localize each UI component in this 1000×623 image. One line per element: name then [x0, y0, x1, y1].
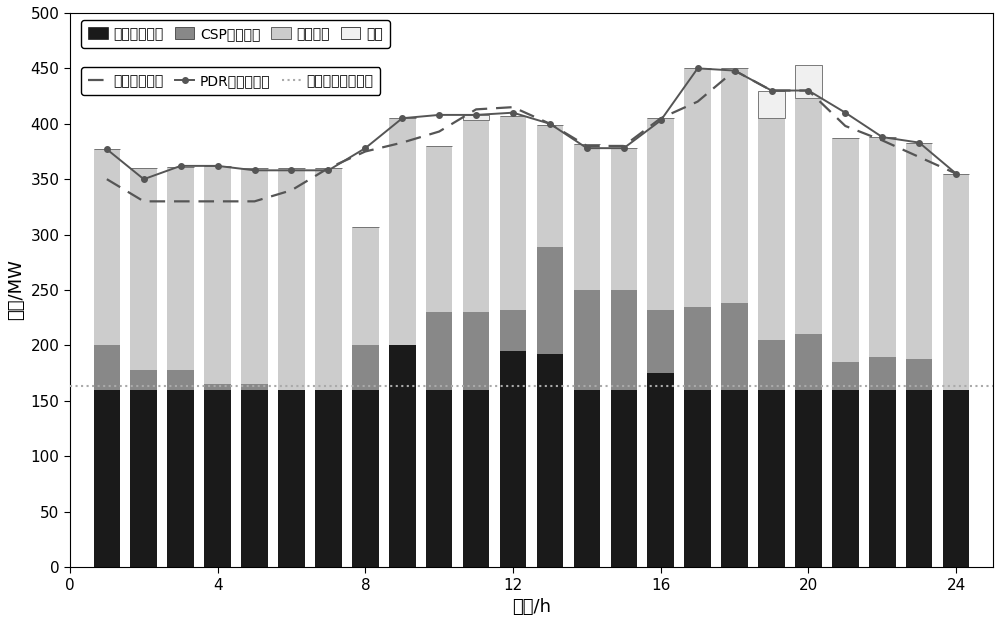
Bar	[463, 312, 489, 390]
Bar	[278, 390, 305, 567]
Bar	[500, 310, 526, 351]
Bar	[943, 174, 969, 390]
Bar	[832, 390, 859, 567]
Bar	[389, 118, 416, 345]
Bar	[352, 390, 379, 567]
Bar	[906, 390, 932, 567]
Bar	[611, 148, 637, 290]
Bar	[611, 290, 637, 390]
Bar	[463, 120, 489, 312]
Bar	[241, 390, 268, 567]
Bar	[94, 345, 120, 390]
Bar	[500, 116, 526, 310]
Bar	[204, 166, 231, 384]
Bar	[94, 150, 120, 345]
Bar	[574, 144, 600, 290]
Bar	[130, 168, 157, 370]
Bar	[906, 143, 932, 359]
Bar	[758, 390, 785, 567]
Bar	[278, 168, 305, 390]
Bar	[647, 310, 674, 373]
Bar	[352, 227, 379, 345]
Bar	[204, 384, 231, 390]
Legend: 原始负荷曲线, PDR后负荷曲线, 火电机组最小出力: 原始负荷曲线, PDR后负荷曲线, 火电机组最小出力	[81, 67, 380, 95]
Bar	[647, 118, 674, 310]
Bar	[463, 115, 489, 120]
Bar	[167, 370, 194, 390]
Bar	[130, 390, 157, 567]
Bar	[869, 390, 896, 567]
Bar	[721, 390, 748, 567]
Bar	[832, 138, 859, 362]
Bar	[94, 390, 120, 567]
Bar	[537, 247, 563, 354]
Bar	[167, 390, 194, 567]
Bar	[869, 137, 896, 356]
Bar	[758, 90, 785, 118]
Bar	[906, 359, 932, 390]
Bar	[684, 69, 711, 307]
Bar	[315, 390, 342, 567]
Bar	[241, 384, 268, 390]
Bar	[795, 335, 822, 390]
Bar	[241, 168, 268, 384]
Bar	[795, 98, 822, 335]
Bar	[647, 373, 674, 567]
Bar	[758, 118, 785, 340]
Bar	[574, 390, 600, 567]
Bar	[684, 307, 711, 390]
Bar	[167, 167, 194, 370]
Bar	[758, 340, 785, 390]
Bar	[426, 390, 452, 567]
Bar	[869, 356, 896, 390]
Bar	[574, 290, 600, 390]
Bar	[537, 125, 563, 247]
X-axis label: 时间/h: 时间/h	[512, 598, 551, 616]
Bar	[684, 390, 711, 567]
Bar	[721, 303, 748, 390]
Bar	[352, 345, 379, 390]
Bar	[315, 168, 342, 390]
Bar	[426, 312, 452, 390]
Bar	[721, 69, 748, 303]
Bar	[204, 390, 231, 567]
Bar	[611, 390, 637, 567]
Bar	[795, 65, 822, 98]
Bar	[389, 345, 416, 567]
Bar	[832, 362, 859, 390]
Bar	[426, 146, 452, 312]
Bar	[130, 370, 157, 390]
Bar	[500, 351, 526, 567]
Bar	[943, 390, 969, 567]
Y-axis label: 功率/MW: 功率/MW	[7, 260, 25, 320]
Bar	[795, 390, 822, 567]
Bar	[463, 390, 489, 567]
Bar	[537, 354, 563, 567]
